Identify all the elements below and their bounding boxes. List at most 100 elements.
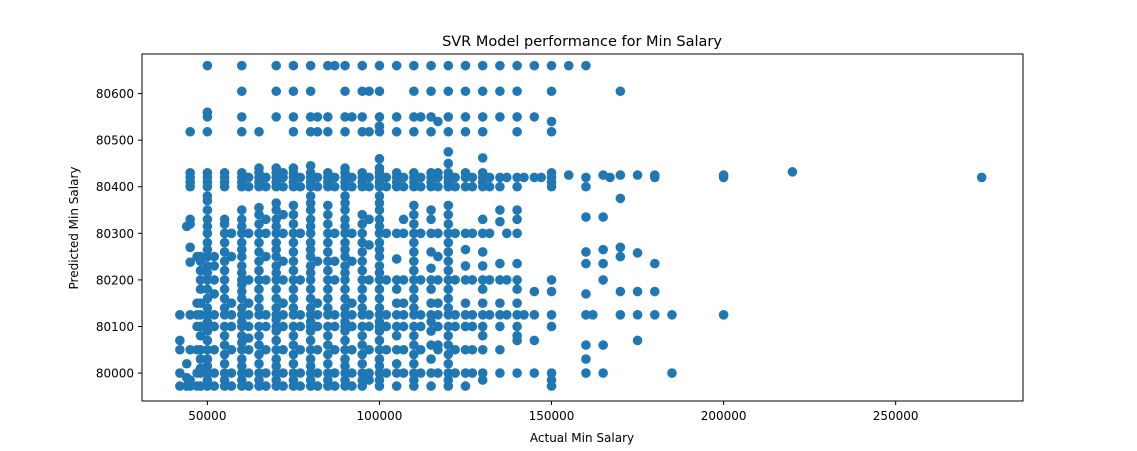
scatter-point bbox=[391, 321, 402, 332]
scatter-point bbox=[219, 375, 230, 385]
scatter-point bbox=[329, 228, 340, 239]
scatter-point bbox=[288, 163, 299, 173]
scatter-point bbox=[581, 310, 591, 320]
scatter-point bbox=[347, 344, 357, 355]
scatter-point bbox=[202, 191, 213, 201]
scatter-point bbox=[254, 303, 264, 313]
scatter-point bbox=[329, 275, 340, 285]
scatter-point bbox=[467, 368, 478, 378]
scatter-point bbox=[340, 198, 350, 208]
scatter-point bbox=[202, 261, 213, 271]
scatter-point bbox=[460, 310, 471, 320]
scatter-point bbox=[271, 112, 282, 122]
scatter-point bbox=[312, 310, 323, 320]
scatter-point bbox=[278, 344, 288, 355]
scatter-point bbox=[185, 242, 195, 253]
scatter-point bbox=[237, 86, 247, 97]
scatter-point bbox=[495, 172, 505, 183]
scatter-point bbox=[219, 247, 230, 257]
scatter-point bbox=[443, 209, 454, 220]
y-axis-label: Predicted Min Salary bbox=[67, 167, 81, 290]
scatter-point bbox=[398, 310, 409, 320]
x-tick-label: 50000 bbox=[188, 409, 226, 423]
scatter-point bbox=[340, 86, 350, 97]
scatter-point bbox=[340, 317, 350, 327]
scatter-point bbox=[278, 310, 288, 320]
scatter-point bbox=[288, 265, 299, 276]
x-tick-label: 200000 bbox=[701, 409, 747, 423]
scatter-point bbox=[409, 293, 419, 304]
scatter-point bbox=[409, 265, 419, 276]
scatter-point bbox=[237, 126, 247, 137]
scatter-point bbox=[237, 317, 247, 327]
scatter-point bbox=[374, 361, 385, 371]
scatter-point bbox=[374, 228, 385, 239]
scatter-point bbox=[426, 214, 436, 225]
scatter-point bbox=[243, 181, 254, 192]
scatter-point bbox=[460, 126, 471, 137]
scatter-point bbox=[305, 368, 316, 378]
scatter-point bbox=[219, 214, 230, 225]
scatter-point bbox=[477, 261, 488, 271]
scatter-point bbox=[615, 310, 626, 320]
scatter-point bbox=[347, 228, 357, 239]
scatter-point bbox=[219, 340, 230, 350]
scatter-point bbox=[529, 172, 540, 183]
scatter-point bbox=[529, 368, 540, 378]
scatter-point bbox=[426, 310, 436, 320]
scatter-point bbox=[460, 244, 471, 255]
scatter-point bbox=[243, 228, 254, 239]
scatter-point bbox=[364, 275, 374, 285]
scatter-point bbox=[202, 335, 213, 346]
scatter-point bbox=[409, 237, 419, 248]
scatter-point bbox=[460, 344, 471, 355]
scatter-point bbox=[546, 375, 557, 385]
scatter-point bbox=[443, 60, 454, 71]
scatter-point bbox=[237, 167, 247, 178]
scatter-point bbox=[340, 375, 350, 385]
scatter-point bbox=[512, 275, 522, 285]
scatter-point bbox=[598, 340, 608, 350]
scatter-point bbox=[450, 310, 460, 320]
scatter-point bbox=[374, 368, 385, 378]
scatter-point bbox=[443, 237, 454, 248]
scatter-point bbox=[409, 275, 419, 285]
scatter-point bbox=[271, 237, 282, 248]
scatter-point bbox=[202, 361, 213, 371]
scatter-point bbox=[243, 368, 254, 378]
scatter-point bbox=[237, 60, 247, 71]
scatter-point bbox=[381, 228, 392, 239]
scatter-point bbox=[450, 172, 460, 183]
scatter-point bbox=[398, 298, 409, 308]
scatter-point bbox=[295, 172, 306, 183]
scatter-point bbox=[329, 256, 340, 267]
scatter-point bbox=[340, 191, 350, 201]
scatter-point bbox=[323, 375, 333, 385]
scatter-point bbox=[261, 310, 271, 320]
scatter-point bbox=[495, 310, 505, 320]
x-tick-label: 100000 bbox=[357, 409, 403, 423]
scatter-point bbox=[409, 321, 419, 332]
scatter-point bbox=[295, 381, 306, 391]
scatter-point bbox=[195, 298, 206, 308]
scatter-point bbox=[271, 293, 282, 304]
scatter-point bbox=[374, 221, 385, 232]
scatter-point bbox=[546, 86, 557, 97]
scatter-point bbox=[364, 240, 374, 250]
scatter-point bbox=[415, 112, 426, 122]
scatter-point bbox=[261, 381, 271, 391]
scatter-point bbox=[546, 126, 557, 137]
scatter-point bbox=[175, 381, 185, 391]
scatter-point bbox=[381, 344, 392, 355]
scatter-point bbox=[312, 381, 323, 391]
scatter-point bbox=[426, 247, 436, 257]
scatter-point bbox=[254, 321, 264, 332]
scatter-point bbox=[460, 368, 471, 378]
scatter-point bbox=[563, 60, 574, 71]
scatter-point bbox=[305, 191, 316, 201]
scatter-point bbox=[219, 349, 230, 360]
scatter-point bbox=[374, 344, 385, 355]
scatter-point bbox=[357, 60, 368, 71]
scatter-point bbox=[305, 126, 316, 137]
scatter-point bbox=[219, 303, 230, 313]
